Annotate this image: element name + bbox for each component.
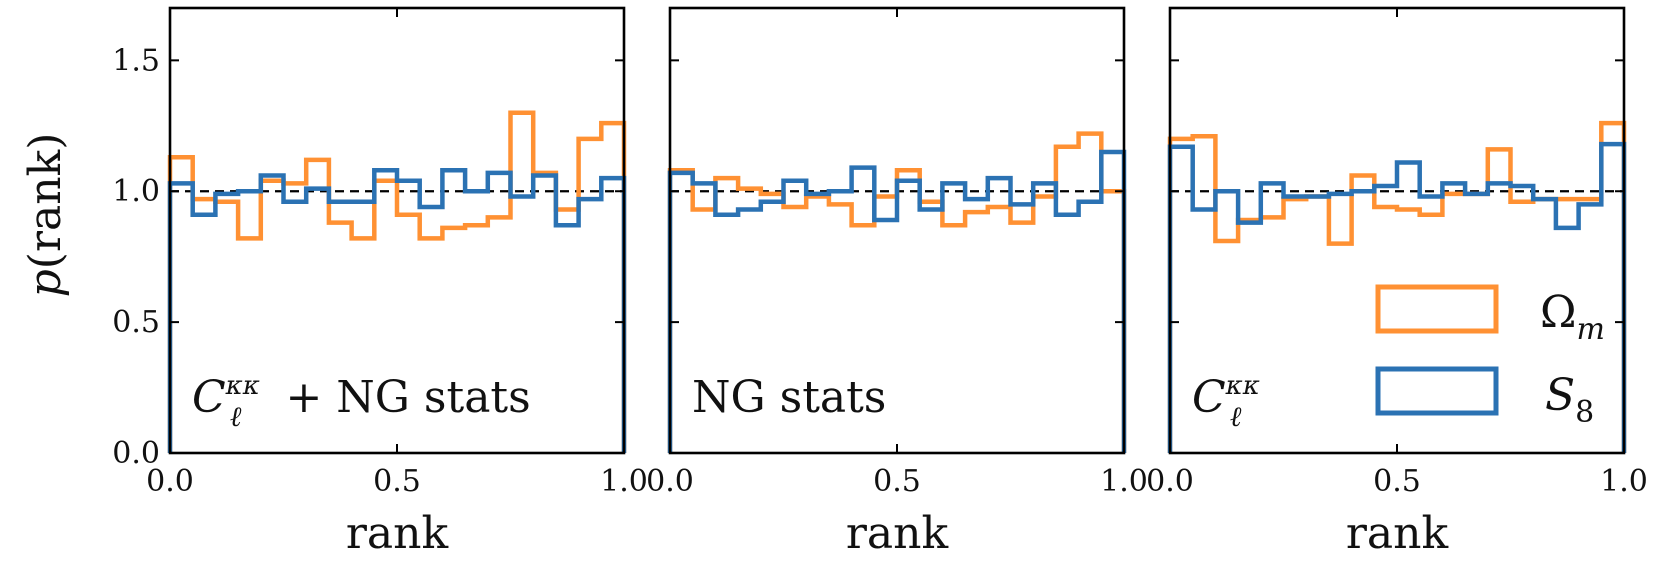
y-tick-label: 1.5 <box>112 43 160 78</box>
x-tick-label: 1.0 <box>1100 464 1148 499</box>
legend: Ωm S8 <box>1375 284 1605 430</box>
x-tick-label: 0.5 <box>873 464 921 499</box>
annotation-symbol: C <box>192 372 226 423</box>
series-line-s8 <box>667 149 1127 453</box>
series-line-s8 <box>1167 141 1627 453</box>
y-tick-label: 0.5 <box>112 305 160 340</box>
panel-annotation: NG stats <box>692 372 886 423</box>
x-tick-label: 1.0 <box>1600 464 1648 499</box>
panel-2: 0.0 0.5 1.0 rank NG stats <box>646 6 1148 559</box>
legend-label-s8: S8 <box>1545 370 1594 430</box>
series-line-s8 <box>167 168 627 453</box>
panel-1: 0.0 0.5 1.0 0.0 0.5 1.0 1.5 rank Cκκ ℓ + NG stats <box>112 6 648 559</box>
annotation-subscript: ℓ <box>1230 400 1242 433</box>
legend-swatch-s8 <box>1375 366 1499 416</box>
x-tick-label: 1.0 <box>600 464 648 499</box>
legend-swatch-omega-m <box>1375 284 1499 334</box>
x-axis-title: rank <box>1346 508 1449 559</box>
legend-s8-main: S <box>1545 370 1575 421</box>
annotation-superscript: κκ <box>225 371 260 401</box>
annotation-subscript: ℓ <box>230 400 242 433</box>
x-tick-label: 0.5 <box>373 464 421 499</box>
panel-annotation: Cκκ ℓ + NG stats <box>192 371 531 433</box>
y-axis-title: p(rank) <box>20 133 71 298</box>
x-tick-label: 0.0 <box>146 464 194 499</box>
y-tick-label: 0.0 <box>112 436 160 471</box>
x-axis-title: rank <box>346 508 449 559</box>
annotation-text: + NG stats <box>271 372 530 423</box>
annotation-superscript: κκ <box>1225 371 1260 401</box>
x-tick-label: 0.0 <box>1146 464 1194 499</box>
x-axis-title: rank <box>846 508 949 559</box>
legend-label-omega-m: Ωm <box>1540 287 1605 347</box>
x-tick-label: 0.0 <box>646 464 694 499</box>
annotation-symbol: C <box>1192 372 1226 423</box>
legend-omega-sub: m <box>1576 312 1604 347</box>
x-tick-label: 0.5 <box>1373 464 1421 499</box>
panel-3: 0.0 0.5 1.0 rank Cκκ ℓ <box>1146 6 1648 559</box>
panel-annotation: Cκκ ℓ <box>1192 371 1260 433</box>
legend-omega-main: Ω <box>1540 287 1576 338</box>
legend-s8-sub: 8 <box>1575 395 1594 430</box>
y-tick-label: 1.0 <box>112 174 160 209</box>
